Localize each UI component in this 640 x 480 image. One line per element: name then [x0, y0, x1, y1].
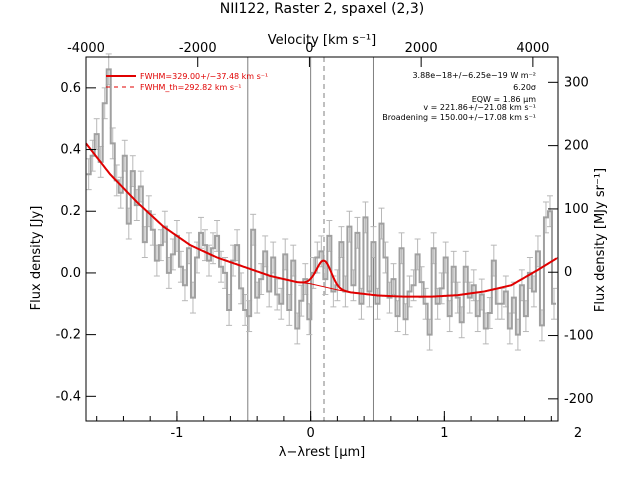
y-tick-label: 0.4	[60, 143, 81, 158]
x-tick-label: 0	[306, 426, 314, 441]
y-tick-label: 0.2	[60, 204, 81, 219]
spectrum-line	[86, 68, 556, 336]
x-tick-label: 1	[440, 426, 448, 441]
right-tick-label: -200	[564, 392, 594, 407]
right-tick-label: 200	[564, 139, 589, 154]
y-tick-label: 0.0	[60, 266, 81, 281]
right-axis-label: Flux density [MJy sr⁻¹]	[593, 168, 608, 312]
top-tick-label: -2000	[179, 41, 217, 56]
chart-title: NII122, Raster 2, spaxel (2,3)	[220, 1, 425, 17]
right-tick-label: 100	[564, 202, 589, 217]
x-tick-label: -1	[170, 426, 183, 441]
y-tick-label: -0.2	[56, 328, 81, 343]
annotation-line: Broadening = 150.00+/−17.08 km s⁻¹	[382, 113, 536, 122]
plot-frame	[85, 56, 559, 422]
top-tick-label: -4000	[67, 41, 105, 56]
legend-label-fwhm: FWHM=329.00+/−37.48 km s⁻¹	[140, 72, 268, 81]
axis-ticks: -1 0 1 2-0.4-0.20.00.20.40.6-4000 -2000 0 2000…	[56, 41, 594, 441]
top-tick-label: 2000	[405, 41, 438, 56]
top-tick-label: 4000	[516, 41, 549, 56]
x-axis-label: λ−λrest [μm]	[279, 445, 365, 460]
annotation-line: EQW = 1.86 μm	[472, 95, 536, 104]
top-tick-label: 0	[305, 41, 313, 56]
y-tick-label: -0.4	[56, 389, 81, 404]
fit-line	[85, 142, 558, 298]
legend-label-fwhm-th: FWHM_th=292.82 km s⁻¹	[140, 83, 241, 92]
y-axis-label: Flux density [Jy]	[29, 206, 44, 311]
right-tick-label: -100	[564, 329, 594, 344]
right-tick-label: 0	[564, 265, 572, 280]
plot-area	[85, 53, 559, 421]
annotation-line: v = 221.86+/−21.08 km s⁻¹	[423, 103, 536, 112]
top-axis-label: Velocity [km s⁻¹]	[268, 33, 376, 48]
x-tick-label: 2	[574, 426, 582, 441]
annotation-line: 3.88e−18+/−6.25e−19 W m⁻²	[412, 71, 536, 80]
annotation-line: 6.20σ	[513, 83, 536, 92]
y-tick-label: 0.6	[60, 81, 81, 96]
right-tick-label: 300	[564, 75, 589, 90]
annotations: FWHM=329.00+/−37.48 km s⁻¹ FWHM_th=292.82…	[106, 71, 536, 122]
